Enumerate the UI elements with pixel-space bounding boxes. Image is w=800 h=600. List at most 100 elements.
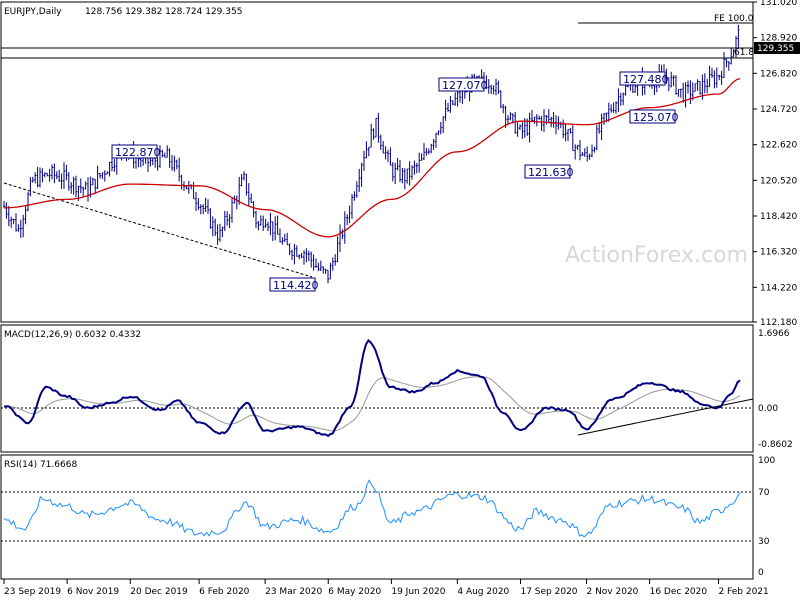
ohlc-bar xyxy=(108,161,111,177)
ohlc-bar xyxy=(737,24,740,48)
fe-label: FE 100.0 xyxy=(714,14,754,24)
fib-label: 61.8 xyxy=(734,48,754,58)
price-label-text: 122.870 xyxy=(115,146,161,159)
price-label-box xyxy=(629,109,676,124)
ohlc-bar xyxy=(245,173,248,196)
watermark: ActionForex.com xyxy=(565,243,748,268)
x-tick-label: 23 Sep 2019 xyxy=(4,587,61,597)
ohlc-bar xyxy=(94,178,97,193)
price-label-text: 121.630 xyxy=(528,166,574,179)
ohlc-bar xyxy=(687,80,689,94)
ohlc-bar xyxy=(485,75,488,90)
ohlc-bar xyxy=(499,90,502,109)
macd-axis: 1.6966 0.00 -0.8602 xyxy=(758,329,793,450)
ohlc-bar xyxy=(622,92,625,106)
price-tick-label: 131.020 xyxy=(760,0,797,8)
ohlc-bar xyxy=(298,254,301,260)
ohlc-bar xyxy=(735,35,737,59)
ohlc-bar xyxy=(228,214,231,228)
ohlc-bar xyxy=(339,224,341,253)
ohlc-bar xyxy=(365,141,368,159)
ohlc-bar xyxy=(3,200,5,208)
ohlc-bar xyxy=(514,111,517,134)
ohlc-bar xyxy=(619,92,622,106)
price-label-text: 127.480 xyxy=(623,73,669,86)
ohlc-bar xyxy=(504,105,507,129)
x-tick-label: 23 Mar 2020 xyxy=(265,587,322,597)
ohlc-bar xyxy=(612,102,615,113)
ohlc-bar xyxy=(27,191,29,212)
ohlc-bar xyxy=(348,205,351,224)
ohlc-bar xyxy=(567,129,569,142)
ohlc-bar xyxy=(569,128,572,134)
ohlc-bar xyxy=(571,125,574,152)
ohlc-bar xyxy=(679,88,682,98)
ohlc-bar xyxy=(7,205,10,227)
ohlc-bar xyxy=(425,148,428,156)
ohlc-bar xyxy=(588,153,591,160)
ohlc-bar xyxy=(207,199,209,214)
ohlc-bar xyxy=(586,146,589,162)
ohlc-bar xyxy=(36,166,39,188)
ohlc-bar xyxy=(178,157,181,182)
ohlc-bar xyxy=(403,168,406,190)
ohlc-bar xyxy=(51,164,53,180)
ohlc-bar xyxy=(545,115,548,125)
price-tick-label: 116.320 xyxy=(760,248,797,258)
price-tick-label: 124.720 xyxy=(760,105,797,115)
ohlc-bar xyxy=(355,181,358,198)
ohlc-bar xyxy=(99,173,101,179)
ohlc-bar xyxy=(593,146,596,153)
ohlc-bar xyxy=(437,130,440,136)
x-tick-label: 17 Sep 2020 xyxy=(520,587,577,597)
ohlc-bar xyxy=(171,154,173,171)
ohlc-bar xyxy=(60,173,63,189)
ohlc-bar xyxy=(106,171,109,175)
ohlc-bar xyxy=(281,237,284,245)
ohlc-bar xyxy=(427,148,430,155)
ohlc-bar xyxy=(600,113,603,141)
ohlc-bar xyxy=(322,266,325,274)
ohlc-bar xyxy=(204,197,207,212)
ohlc-bar xyxy=(216,224,219,245)
price-label-box xyxy=(269,277,316,292)
ohlc-bar xyxy=(423,143,425,160)
ohlc-bar xyxy=(725,57,728,68)
price-tick-label: 118.420 xyxy=(760,212,797,222)
ohlc-bar xyxy=(264,218,267,228)
ohlc-bar xyxy=(382,141,385,154)
ohlc-bar xyxy=(591,144,593,158)
ohlc-bar xyxy=(283,233,286,242)
ohlc-bar xyxy=(55,171,58,180)
ohlc-bar xyxy=(221,226,224,237)
ohlc-bar xyxy=(415,162,418,174)
rsi-panel: RSI(14) 71.6668 xyxy=(0,454,754,580)
ohlc-bar xyxy=(540,115,543,131)
rsi-axis: 100 70 30 0 xyxy=(758,456,775,578)
ohlc-bar xyxy=(358,168,361,192)
ohlc-bar xyxy=(677,88,680,97)
ohlc-bar xyxy=(247,183,250,207)
ohlc-bar xyxy=(113,159,116,172)
ohlc-bar xyxy=(53,163,56,184)
ohlc-bar xyxy=(367,146,370,157)
ohlc-readout: 128.756 129.382 128.724 129.355 xyxy=(85,7,242,17)
macd-signal-line xyxy=(4,376,741,432)
ohlc-bar xyxy=(387,149,389,163)
ohlc-bar xyxy=(607,102,610,122)
ohlc-bar xyxy=(490,84,493,94)
ohlc-bar xyxy=(411,165,413,180)
ohlc-bar xyxy=(159,145,161,168)
x-axis: 23 Sep 2019 6 Nov 2019 20 Dec 2019 6 Feb 20… xyxy=(3,579,769,597)
ohlc-bar xyxy=(15,213,17,232)
ohlc-bar xyxy=(10,216,13,228)
ohlc-bar xyxy=(19,219,22,238)
ohlc-bar xyxy=(252,201,255,218)
ohlc-bar xyxy=(399,160,401,183)
ohlc-bar xyxy=(713,70,716,89)
ohlc-bar xyxy=(550,116,553,128)
price-label-box xyxy=(619,71,666,86)
price-panel: EURJPY,Daily 128.756 129.382 128.724 129… xyxy=(0,1,754,323)
macd-tick-low: -0.8602 xyxy=(758,440,793,450)
